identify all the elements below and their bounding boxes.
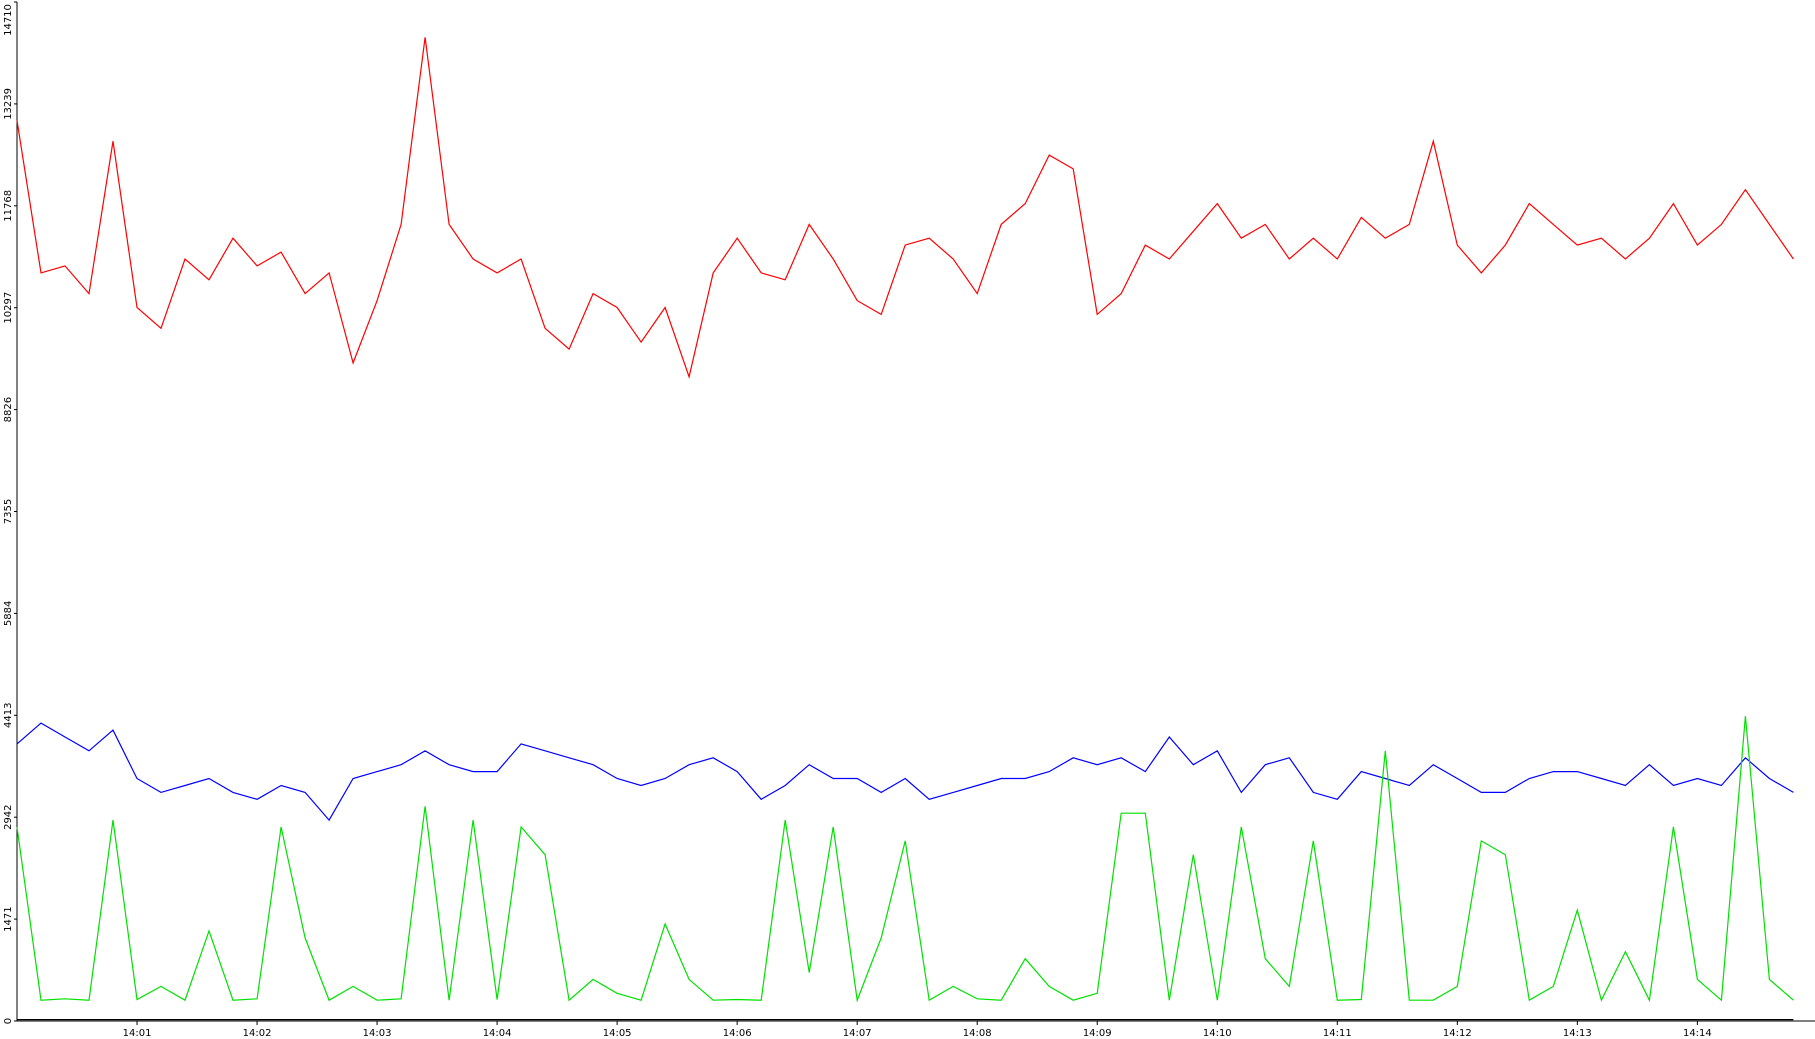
y-tick-label: 8826 [3, 397, 14, 422]
x-tick-label: 14:04 [483, 1028, 512, 1039]
x-tick-label: 14:14 [1683, 1028, 1712, 1039]
series-line [16, 37, 1794, 379]
x-tick-label: 14:05 [603, 1028, 632, 1039]
x-tick-label: 14:12 [1443, 1028, 1472, 1039]
y-tick-label: 14710 [3, 4, 14, 36]
series-line [16, 722, 1794, 822]
x-tick-label: 14:07 [843, 1028, 872, 1039]
y-tick-label: 11768 [3, 190, 14, 222]
x-tick-label: 14:08 [963, 1028, 992, 1039]
y-tick-label: 10297 [3, 292, 14, 324]
x-tick-label: 14:10 [1203, 1028, 1232, 1039]
series-line [16, 716, 1794, 1003]
y-tick-label: 4413 [3, 703, 14, 728]
x-tick-label: 14:02 [243, 1028, 272, 1039]
x-tick-label: 14:13 [1563, 1028, 1592, 1039]
y-tick-label: 0 [3, 1018, 14, 1024]
x-tick-label: 14:11 [1323, 1028, 1352, 1039]
y-tick-label: 1471 [3, 906, 14, 931]
y-tick-label: 2942 [3, 804, 14, 829]
y-tick-label: 5884 [3, 601, 14, 626]
y-tick-label: 13239 [3, 88, 14, 120]
x-tick-label: 14:09 [1083, 1028, 1112, 1039]
x-tick-label: 14:03 [363, 1028, 392, 1039]
x-tick-label: 14:06 [723, 1028, 752, 1039]
x-tick-label: 14:01 [123, 1028, 152, 1039]
y-tick-label: 7355 [3, 499, 14, 524]
